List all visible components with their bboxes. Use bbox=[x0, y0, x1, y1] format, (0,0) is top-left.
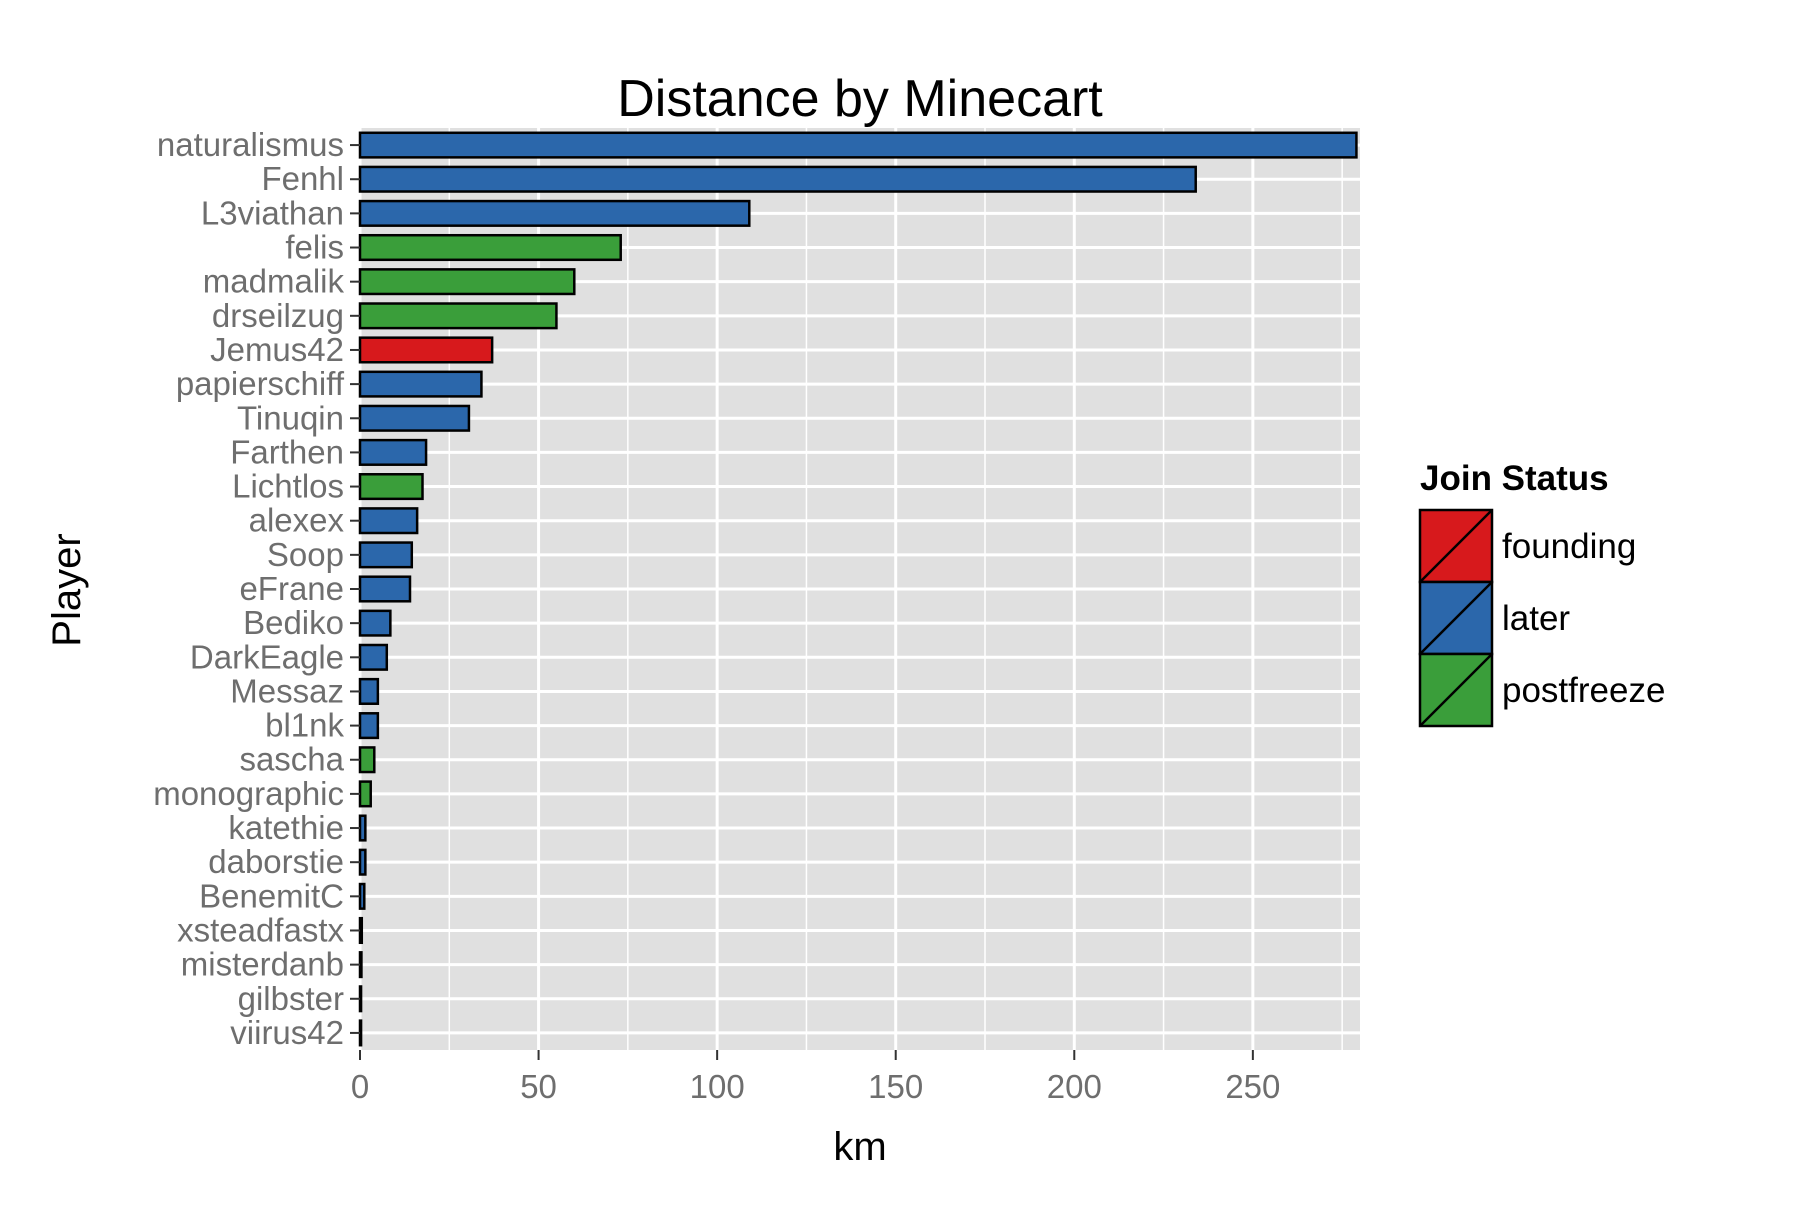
bar-Soop bbox=[358, 541, 414, 569]
bar-drseilzug bbox=[358, 302, 558, 330]
y-tick-label: L3viathan bbox=[201, 194, 344, 231]
bar-sascha bbox=[358, 746, 376, 774]
y-tick-label: Tinuqin bbox=[237, 399, 344, 436]
y-tick-label: monographic bbox=[153, 775, 344, 812]
bar-naturalismus bbox=[358, 131, 1358, 159]
bar-Lichtlos bbox=[358, 473, 424, 501]
bar-Bediko bbox=[358, 609, 392, 637]
legend-title: Join Status bbox=[1420, 459, 1609, 498]
y-tick-label: Lichtlos bbox=[232, 468, 344, 505]
legend-key-diagonal bbox=[1419, 509, 1493, 583]
y-axis: naturalismusFenhlL3viathanfelismadmalikd… bbox=[153, 126, 360, 1051]
bar-Fenhl bbox=[358, 165, 1197, 193]
y-tick-label: madmalik bbox=[203, 263, 345, 300]
y-tick-label: sascha bbox=[239, 741, 344, 778]
legend-key-diagonal bbox=[1419, 581, 1493, 655]
bar-xsteadfastx bbox=[358, 916, 364, 945]
legend-label-founding: founding bbox=[1502, 527, 1636, 566]
y-tick-label: xsteadfastx bbox=[177, 911, 344, 948]
bar-felis bbox=[358, 233, 622, 262]
y-tick-label: DarkEagle bbox=[190, 638, 344, 675]
y-tick-label: misterdanb bbox=[181, 946, 344, 983]
y-tick-label: katethie bbox=[228, 809, 344, 846]
y-tick-label: eFrane bbox=[239, 570, 344, 607]
x-axis: 0 50 100 150 200 250 bbox=[351, 1050, 1280, 1105]
y-tick-label: Bediko bbox=[243, 604, 344, 641]
x-tick-label: 100 bbox=[690, 1068, 745, 1105]
bar-DarkEagle bbox=[358, 643, 389, 671]
y-tick-label: daborstie bbox=[208, 843, 344, 880]
y-tick-label: Jemus42 bbox=[210, 331, 344, 368]
grid-lines bbox=[358, 128, 1360, 1050]
bar-daborstie bbox=[358, 848, 367, 876]
y-tick-label: Soop bbox=[267, 536, 344, 573]
y-tick-label: felis bbox=[285, 229, 344, 266]
x-tick-label: 150 bbox=[868, 1068, 923, 1105]
bar-bl1nk bbox=[358, 712, 380, 740]
bar-madmalik bbox=[358, 268, 576, 296]
y-tick-label: Farthen bbox=[230, 433, 344, 470]
bar-katethie bbox=[358, 814, 367, 842]
y-tick-label: gilbster bbox=[238, 980, 344, 1017]
chart-title: Distance by Minecart bbox=[617, 70, 1103, 128]
legend: Join Status founding later postfreeze bbox=[1418, 459, 1665, 728]
y-tick-label: papierschiff bbox=[176, 365, 345, 402]
legend-label-postfreeze: postfreeze bbox=[1502, 671, 1665, 710]
y-tick-label: naturalismus bbox=[157, 126, 344, 163]
bar-eFrane bbox=[358, 575, 412, 603]
y-tick-label: drseilzug bbox=[212, 297, 344, 334]
bar-L3viathan bbox=[358, 199, 751, 227]
bar-Farthen bbox=[358, 438, 428, 466]
x-tick-label: 50 bbox=[520, 1068, 557, 1105]
bar-BenemitC bbox=[358, 882, 366, 910]
y-tick-label: bl1nk bbox=[265, 707, 344, 744]
y-tick-label: Messaz bbox=[230, 672, 344, 709]
y-axis-title: Player bbox=[45, 533, 89, 646]
bar-Tinuqin bbox=[358, 404, 471, 432]
legend-key-diagonal bbox=[1419, 653, 1493, 727]
x-tick-label: 200 bbox=[1047, 1068, 1102, 1105]
x-tick-label: 0 bbox=[351, 1068, 369, 1105]
y-tick-label: viirus42 bbox=[230, 1014, 344, 1051]
bar-Messaz bbox=[358, 677, 380, 705]
y-tick-label: Fenhl bbox=[261, 160, 344, 197]
x-axis-title: km bbox=[833, 1125, 886, 1169]
bar-papierschiff bbox=[358, 370, 483, 398]
legend-label-later: later bbox=[1502, 599, 1570, 638]
bar-alexex bbox=[358, 507, 419, 535]
bar-Jemus42 bbox=[358, 336, 494, 364]
bar-monographic bbox=[358, 780, 372, 808]
x-tick-label: 250 bbox=[1225, 1068, 1280, 1105]
y-tick-label: BenemitC bbox=[199, 877, 344, 914]
bar-viirus42 bbox=[358, 1019, 363, 1047]
y-tick-label: alexex bbox=[249, 502, 345, 539]
bar-misterdanb bbox=[358, 951, 363, 979]
bar-gilbster bbox=[358, 985, 363, 1013]
